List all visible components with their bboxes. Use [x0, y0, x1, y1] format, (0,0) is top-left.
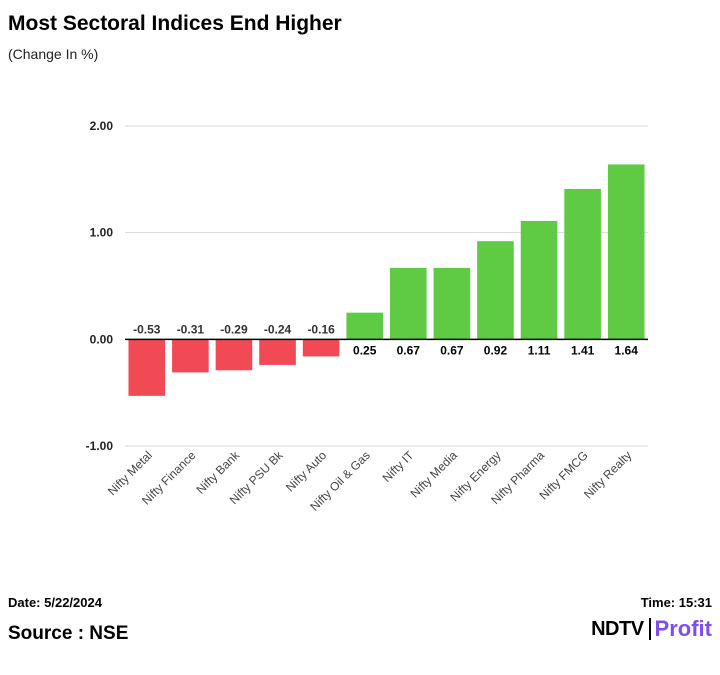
data-label: 0.67: [440, 343, 464, 357]
y-tick-label: 1.00: [90, 226, 114, 240]
data-label: 0.25: [353, 343, 377, 357]
footer-date: Date: 5/22/2024: [8, 595, 102, 610]
bar: [259, 339, 296, 365]
data-label: -0.24: [264, 322, 292, 336]
bar: [346, 312, 384, 340]
data-label: -0.53: [133, 322, 161, 336]
data-label: 1.41: [571, 343, 595, 357]
ndtv-profit-logo: NDTV Profit: [591, 616, 712, 642]
bar: [564, 188, 601, 340]
data-label: -0.29: [220, 322, 248, 336]
logo-divider: [648, 618, 651, 640]
bar: [520, 220, 558, 340]
bar: [172, 339, 209, 373]
x-tick-label: Nifty IT: [380, 448, 417, 485]
y-tick-label: 2.00: [90, 119, 114, 133]
footer-time: Time: 15:31: [640, 595, 712, 610]
logo-ndtv-text: NDTV: [591, 617, 644, 640]
y-tick-label: -1.00: [86, 439, 114, 453]
chart-subtitle: (Change In %): [8, 46, 99, 62]
bar: [302, 339, 340, 357]
bar: [433, 267, 471, 340]
data-label: 1.64: [615, 343, 639, 357]
y-tick-label: 0.00: [90, 332, 114, 346]
data-label: -0.16: [307, 322, 335, 336]
data-label: 1.11: [528, 343, 551, 357]
bar: [477, 241, 514, 340]
data-label: -0.31: [177, 322, 205, 336]
x-tick-label: Nifty Realty: [581, 448, 634, 501]
data-label: 0.92: [484, 343, 508, 357]
data-label: 0.67: [397, 343, 421, 357]
chart-title: Most Sectoral Indices End Higher: [8, 12, 342, 35]
footer-source: Source : NSE: [8, 623, 129, 644]
bar: [389, 267, 427, 340]
bar: [607, 164, 645, 340]
bar: [128, 339, 166, 396]
bar: [215, 339, 253, 371]
logo-profit-text: Profit: [654, 616, 712, 641]
